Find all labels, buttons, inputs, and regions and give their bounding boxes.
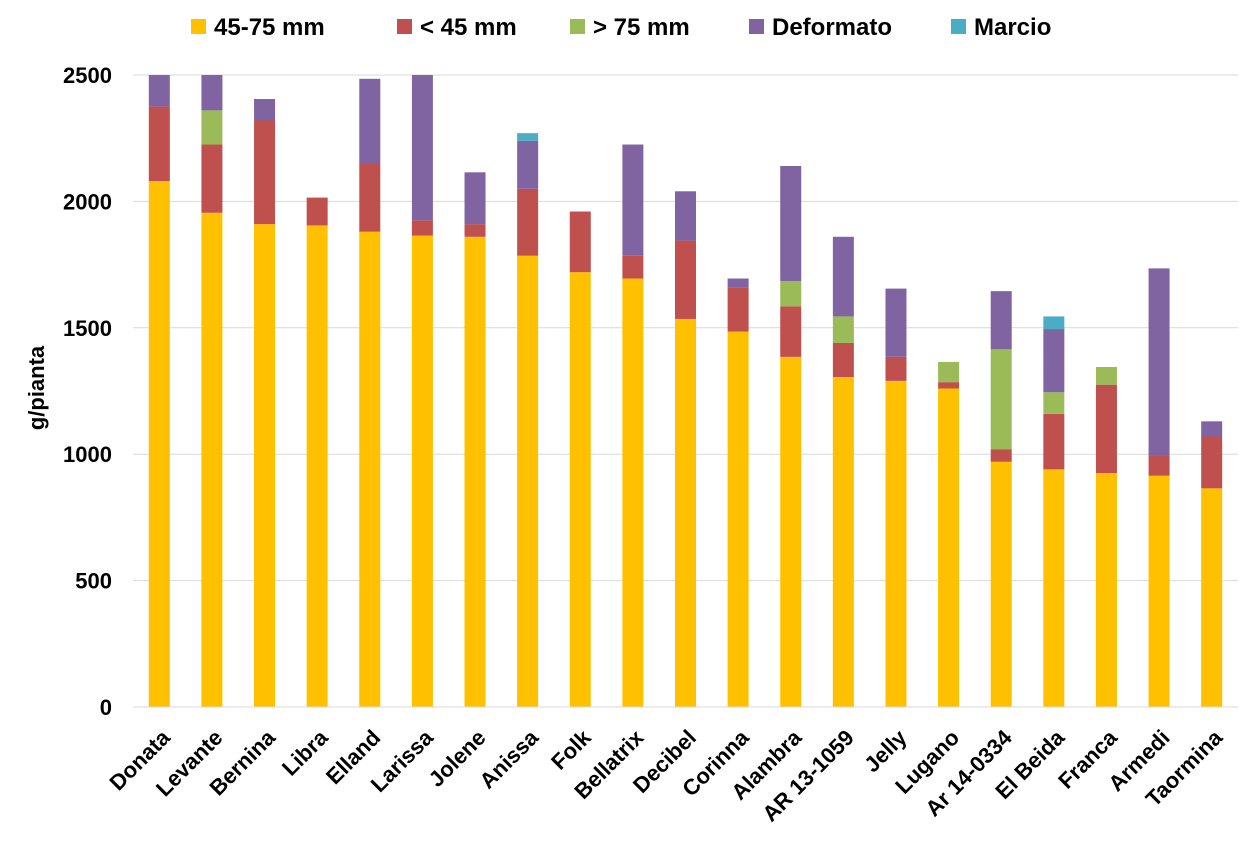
bar-segment [990, 349, 1012, 450]
bar-segment [1148, 455, 1170, 476]
bar-segment [1043, 469, 1065, 707]
bar-segment [780, 281, 802, 307]
bar-segment [411, 220, 433, 236]
bar-segment [1095, 366, 1117, 385]
bar-segment [201, 212, 223, 707]
bar-segment [622, 278, 644, 707]
bar-segment [517, 255, 539, 707]
bar-segment [675, 191, 696, 241]
legend-swatch [191, 19, 206, 34]
bar-segment [517, 140, 539, 189]
bar-segment [359, 163, 381, 232]
legend-swatch [749, 19, 764, 34]
bar-segment [727, 331, 749, 707]
bar-segment [675, 240, 696, 319]
y-tick-label: 2500 [63, 63, 112, 88]
bar-segment [1201, 488, 1223, 707]
x-tick-label: Anissa [474, 724, 543, 793]
bar-segment [832, 316, 854, 343]
bar-segment [885, 380, 907, 707]
bar-segment [254, 224, 276, 708]
legend-label: Marcio [974, 14, 1051, 41]
bar-segment [1043, 392, 1065, 414]
bar-segment [201, 110, 223, 145]
bar-segment [306, 225, 328, 707]
bar-segment [990, 461, 1012, 707]
bar-segment [359, 78, 381, 164]
bar-segment [938, 382, 960, 389]
bar-segment [569, 211, 591, 273]
bar-segment [885, 356, 907, 381]
bar-segment [1043, 413, 1065, 470]
bar-segment [727, 278, 749, 288]
bar-segment [306, 197, 328, 226]
bar-segment [1201, 436, 1223, 489]
bar-segment [464, 236, 486, 708]
bar-segment [885, 288, 907, 357]
bar-segment [464, 172, 486, 225]
bar-segment [148, 106, 170, 182]
legend-swatch [951, 19, 966, 34]
bar-segment [780, 356, 802, 707]
bar-segment [780, 166, 802, 282]
bar-segment [622, 255, 644, 279]
legend-label: < 45 mm [420, 14, 517, 41]
bar-segment [1201, 421, 1223, 437]
y-tick-label: 1500 [63, 316, 112, 341]
bar-segment [411, 75, 433, 221]
y-tick-label: 500 [75, 569, 112, 594]
bar-segment [832, 342, 854, 378]
bar-segment [411, 235, 433, 707]
legend-label: Deformato [772, 14, 892, 41]
legend-label: 45-75 mm [214, 14, 325, 41]
bar-segment [780, 306, 802, 357]
bars [148, 75, 1223, 708]
bar-segment [201, 75, 223, 111]
bar-segment [622, 144, 644, 256]
bar-segment [938, 388, 960, 707]
bar-segment [517, 133, 539, 141]
y-tick-label: 1000 [63, 442, 112, 467]
bar-segment [1095, 384, 1117, 474]
y-tick-label: 2000 [63, 189, 112, 214]
bar-segment [1095, 473, 1117, 707]
y-axis-title: g/pianta [24, 345, 49, 430]
bar-segment [254, 99, 276, 121]
bar-segment [675, 318, 696, 707]
bar-segment [148, 75, 170, 107]
bar-segment [727, 287, 749, 332]
bar-segment [569, 272, 591, 707]
legend-swatch [570, 19, 585, 34]
bar-segment [464, 224, 486, 237]
bar-segment [517, 188, 539, 256]
bar-segment [832, 236, 854, 317]
bar-segment [938, 361, 960, 383]
bar-segment [1043, 316, 1065, 330]
bar-segment [832, 377, 854, 707]
legend: 45-75 mm < 45 mm > 75 mm Deformato Marcio [191, 14, 1051, 41]
legend-label: > 75 mm [593, 14, 690, 41]
bar-segment [359, 231, 381, 707]
bar-segment [1148, 475, 1170, 707]
bar-segment [990, 291, 1012, 350]
bar-segment [1148, 268, 1170, 456]
bar-segment [148, 181, 170, 707]
y-tick-label: 0 [100, 695, 112, 720]
bar-segment [254, 120, 276, 225]
legend-swatch [397, 19, 412, 34]
bar-segment [1043, 329, 1065, 393]
bar-segment [201, 144, 223, 213]
bar-segment [990, 449, 1012, 462]
